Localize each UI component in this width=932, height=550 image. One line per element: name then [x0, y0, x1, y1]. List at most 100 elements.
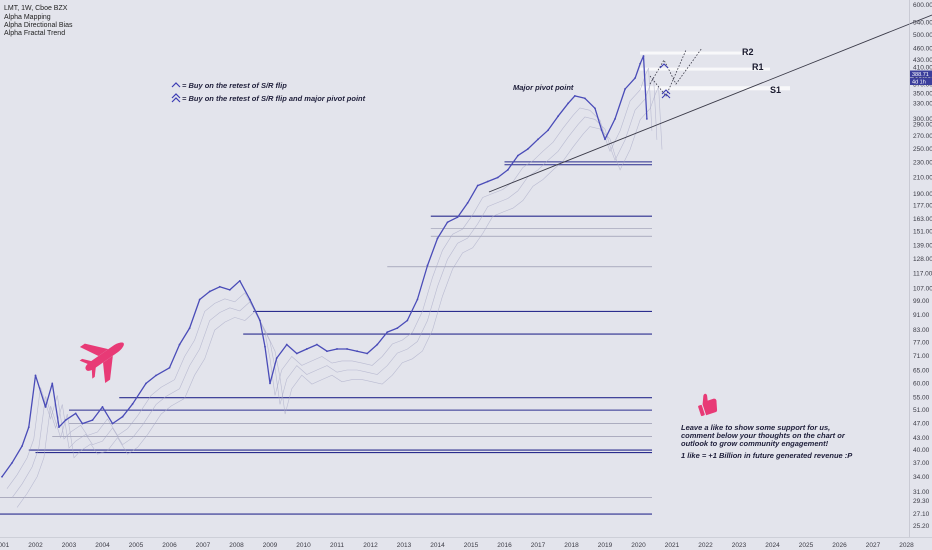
y-tick-label: 31.00: [913, 489, 930, 496]
cta-line-2: comment below your thoughts on the chart…: [681, 431, 846, 440]
price-point: [604, 138, 606, 141]
y-tick-label: 51.00: [913, 407, 930, 414]
price-point: [249, 298, 251, 301]
support-trendline[interactable]: [488, 14, 932, 193]
price-point: [416, 298, 419, 301]
y-tick-label: 460.00: [913, 46, 932, 53]
r2-label: R2: [742, 47, 754, 57]
price-point: [81, 422, 84, 425]
x-tick-label: 2012: [363, 542, 378, 549]
x-tick-label: 2013: [397, 542, 412, 549]
y-tick-label: 128.00: [913, 256, 932, 263]
x-tick-label: 2021: [665, 542, 680, 549]
price-point: [269, 382, 271, 385]
y-tick-label: 107.00: [913, 285, 932, 292]
price-point: [238, 279, 241, 282]
x-tick-label: 2017: [531, 542, 546, 549]
legend-single-arrow-text: = Buy on the retest of S/R flip: [182, 81, 287, 90]
x-tick-label: 2005: [129, 542, 144, 549]
x-tick-label: 2016: [497, 542, 512, 549]
price-point: [517, 154, 519, 157]
y-tick-label: 540.00: [913, 19, 932, 26]
thumbs-up-icon[interactable]: [695, 391, 720, 417]
y-tick-label: 250.00: [913, 146, 932, 153]
price-point: [634, 77, 637, 79]
price-point: [305, 348, 308, 350]
price-point: [326, 350, 328, 353]
price-point: [1, 475, 3, 478]
last-price-value: 388.71: [912, 72, 929, 78]
x-tick-label: 2025: [799, 542, 814, 549]
series-layer: [1, 55, 663, 508]
airplane-icon: [79, 342, 124, 384]
levels-layer: [0, 161, 652, 515]
y-tick-label: 430.00: [913, 57, 932, 64]
price-point: [111, 422, 114, 425]
x-tick-label: 2003: [62, 542, 77, 549]
y-tick-label: 55.00: [913, 395, 930, 402]
y-tick-label: 91.00: [913, 312, 930, 319]
y-tick-label: 27.10: [913, 511, 930, 518]
x-tick-label: 2004: [95, 542, 110, 549]
price-point: [346, 348, 348, 350]
cta-joke: 1 like = +1 Billion in future generated …: [681, 451, 853, 460]
x-tick-label: 2007: [196, 542, 211, 549]
price-point: [208, 290, 211, 293]
price-point: [386, 331, 389, 333]
price-point: [624, 88, 626, 90]
y-tick-label: 410.00: [913, 65, 932, 72]
price-point: [295, 352, 298, 355]
price-point: [446, 221, 449, 224]
x-tick-label: 2015: [464, 542, 479, 549]
x-tick-label: 2014: [430, 542, 445, 549]
y-tick-label: 230.00: [913, 160, 932, 167]
x-tick-label: 2028: [899, 542, 914, 549]
y-tick-label: 330.00: [913, 100, 932, 107]
zone-r1: [640, 67, 770, 71]
y-tick-label: 29.30: [913, 498, 930, 505]
symbol-title: LMT, 1W, Cboe BZX: [4, 5, 68, 12]
trend-envelope-1: [11, 76, 658, 498]
cta-line-1: Leave a like to show some support for us…: [681, 423, 830, 432]
price-point: [396, 327, 399, 330]
overlay-layer: [488, 14, 932, 193]
y-tick-label: 25.20: [913, 523, 930, 530]
price-point: [131, 402, 134, 405]
zones-layer: [640, 51, 790, 91]
price-point: [642, 55, 645, 57]
price-point: [218, 285, 221, 288]
x-tick-label: 2026: [832, 542, 847, 549]
y-tick-label: 37.00: [913, 460, 930, 467]
y-tick-label: 500.00: [913, 32, 932, 39]
x-tick-label: 2001: [0, 542, 10, 549]
price-point: [557, 115, 559, 118]
price-point: [178, 343, 181, 346]
x-tick-label: 2006: [162, 542, 177, 549]
price-point: [64, 419, 67, 422]
price-point: [486, 180, 489, 183]
projection-path-lower: [649, 49, 687, 97]
price-point: [21, 445, 23, 447]
price-point: [406, 319, 409, 322]
x-tick-label: 2027: [866, 542, 881, 549]
price-point: [506, 168, 509, 171]
double-chevron-up-icon: [171, 93, 181, 103]
price-point: [121, 415, 124, 418]
s1-label: S1: [770, 85, 781, 95]
price-point: [376, 343, 379, 346]
price-point: [264, 345, 266, 348]
zone-r2: [640, 51, 750, 55]
y-tick-label: 151.00: [913, 229, 932, 236]
price-point: [639, 62, 642, 65]
countdown-value: 4d 1h: [912, 80, 926, 86]
price-point: [155, 374, 158, 377]
x-tick-label: 2002: [28, 542, 43, 549]
y-tick-label: 270.00: [913, 133, 932, 140]
y-tick-label: 290.00: [913, 121, 932, 128]
price-point: [285, 343, 288, 346]
price-point: [145, 382, 147, 385]
price-point: [316, 343, 318, 346]
x-tick-label: 2023: [732, 542, 747, 549]
trend-envelope-2: [16, 86, 663, 508]
